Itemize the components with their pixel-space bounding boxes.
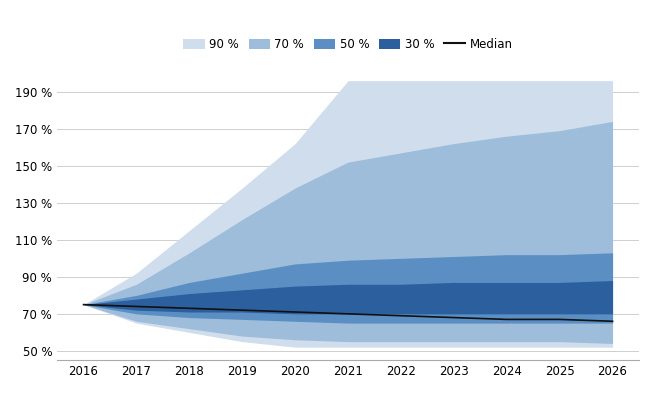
Legend: 90 %, 70 %, 50 %, 30 %, Median: 90 %, 70 %, 50 %, 30 %, Median bbox=[179, 33, 517, 56]
